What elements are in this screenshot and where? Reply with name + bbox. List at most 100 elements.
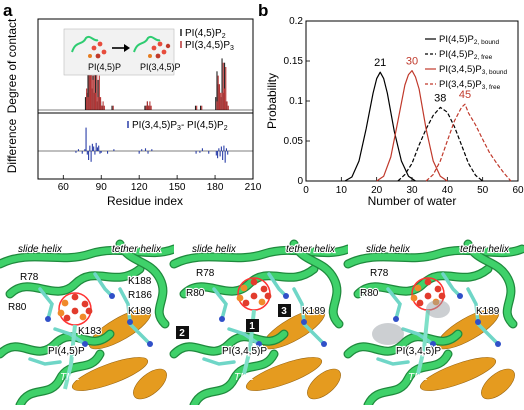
nitrogen-atom-2 [109, 293, 115, 299]
numbered-marker: 1 [249, 321, 255, 332]
panel-c-structure: slide helix tether helix R78 K188 R186 R80 K18… [0, 234, 179, 410]
structure-label: R80 [186, 288, 205, 299]
side-chain-5 [202, 357, 236, 366]
tick-label-b-y: 0.05 [284, 136, 304, 147]
structure-label: PI(4,5)P [48, 346, 85, 357]
side-chain-3 [118, 287, 132, 324]
phosphate-atom-7 [264, 292, 272, 300]
nitrogen-atom-1 [82, 341, 88, 347]
panel-b-ylabel: Probability [265, 73, 279, 129]
structure-label: TM2 [234, 372, 254, 383]
structure-label: slide helix [366, 244, 411, 255]
phosphate-atom-6 [57, 309, 65, 317]
tick-label-a-x: 180 [207, 182, 224, 193]
legend-a-pi345p3: PI(3,4,5)P3 [185, 40, 234, 52]
phosphate-atom-5 [424, 292, 432, 300]
inset-lipid-tail-right [133, 35, 161, 53]
panel-b-lines [344, 70, 512, 182]
lipid-glycerol [63, 324, 77, 390]
tick-label-a-x: 120 [131, 182, 148, 193]
series-line-b-0 [344, 71, 416, 182]
green-helix-2 [344, 330, 462, 358]
orange-helix-1 [71, 357, 149, 391]
tick-label-b-y: 0.1 [289, 96, 303, 107]
panel-d-structure: slide helix tether helix R78 R80 TM1 TM2 K189 P… [169, 234, 353, 410]
structure-label: tether helix [112, 244, 162, 255]
nitrogen-atom-3 [301, 319, 307, 325]
tick-label-b-y: 0.15 [284, 56, 304, 67]
annotation-b-peak: 45 [459, 89, 471, 101]
nitrogen-atom-3 [127, 319, 133, 325]
phosphate-atom-1 [424, 278, 432, 286]
structure-label: PI(3,4,5)P [222, 346, 267, 357]
legend-b-entry-2: PI(3,4,5)P3, bound [439, 64, 507, 76]
green-helix-2 [170, 330, 288, 358]
side-chain-2 [267, 272, 288, 298]
orange-helix-2 [307, 368, 341, 400]
phosphate-atom-5 [71, 307, 79, 315]
panel-b-xlabel: Number of water [368, 194, 457, 208]
green-helix-2 [0, 330, 114, 358]
nitrogen-atom-2 [283, 293, 289, 299]
structure-label: R80 [8, 302, 27, 313]
annotation-b-peak: 21 [374, 57, 386, 69]
inset-box [63, 28, 175, 76]
panel-a-xticks: 60 90 120 150 180 210 [58, 175, 262, 193]
panel-a-bottom-bars [38, 127, 253, 163]
phosphate-atom-0 [240, 284, 248, 292]
phosphate-atom-2 [260, 285, 268, 293]
numbered-marker: 2 [179, 328, 185, 339]
nitrogen-atom-4 [495, 341, 501, 347]
legend-b-entry-1: PI(4,5)P2, free [439, 49, 493, 61]
annotation-b-peak: 30 [406, 56, 418, 68]
side-chain-0 [38, 287, 54, 321]
side-chain-4 [128, 322, 152, 346]
panel-a-xlabel: Residue index [107, 194, 183, 208]
lipid-glycerol [416, 309, 430, 375]
panel-a-inset: PI(4,5)P PI(3,4,5)P [63, 28, 181, 76]
phosphate-atom-7 [438, 292, 446, 300]
green-helix-0 [344, 245, 524, 268]
phosphate-atom-0 [61, 299, 69, 307]
tick-label-b-x: 40 [442, 185, 454, 196]
nitrogen-atom-1 [430, 341, 436, 347]
green-helix-0 [170, 245, 352, 268]
phosphate-atom-4 [416, 299, 424, 307]
annotation-b-peak: 38 [434, 92, 446, 104]
panel-a: Degree of contact Difference Residue ind… [5, 18, 262, 208]
green-helix-4 [290, 240, 343, 328]
legend-b-entry-3: PI(3,4,5)P3, free [439, 79, 501, 91]
orange-helix-2 [133, 368, 167, 400]
phosphate-atom-3 [79, 313, 87, 321]
structure-label: tether helix [460, 244, 510, 255]
series-line-b-1 [397, 106, 484, 182]
structure-label: R80 [360, 288, 379, 299]
inset-arrowhead [124, 44, 130, 52]
nitrogen-atom-1 [256, 341, 262, 347]
numbered-marker-box [246, 319, 259, 332]
green-helix-4 [116, 240, 169, 328]
series-line-b-2 [376, 70, 448, 182]
structure-label: K189 [128, 306, 152, 317]
tick-label-b-x: 50 [477, 185, 489, 196]
structure-label: TM1 [352, 334, 372, 345]
tick-label-b-x: 0 [303, 185, 309, 196]
phosphate-atom-7 [85, 307, 93, 315]
structure-label: TM2 [60, 372, 80, 383]
nitrogen-atom-2 [457, 293, 463, 299]
side-chain-1 [227, 327, 261, 346]
side-chain-4 [476, 322, 500, 346]
side-chain-0 [386, 287, 402, 321]
panel-label-a: a [3, 1, 13, 20]
structure-label: slide helix [192, 244, 237, 255]
nitrogen-atom-0 [219, 316, 225, 322]
structure-label: PI(3,4,5)P [396, 346, 441, 357]
phosphate-atom-6 [236, 294, 244, 302]
side-chain-5 [376, 357, 410, 366]
side-chain-3 [292, 287, 306, 324]
inset-label-right: PI(3,4,5)P [140, 62, 181, 72]
tick-label-a-x: 90 [96, 182, 108, 193]
series-line-b-3 [425, 103, 512, 182]
structure-label: K183 [78, 326, 102, 337]
legend-a-pi45p2: PI(4,5)P2 [185, 28, 226, 40]
